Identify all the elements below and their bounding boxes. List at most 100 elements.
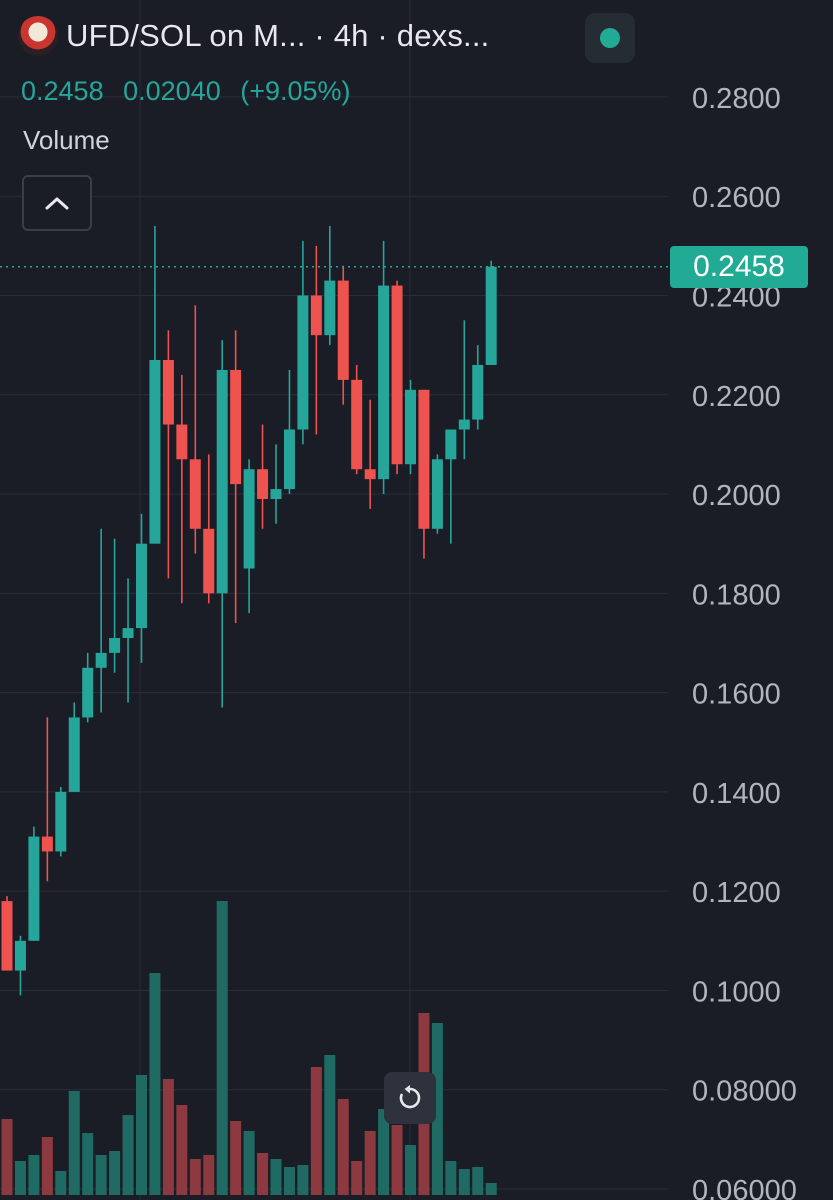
- volume-bar: [189, 1159, 201, 1195]
- reset-chart-button[interactable]: [384, 1072, 436, 1124]
- volume-indicator-label[interactable]: Volume: [23, 125, 110, 155]
- candle-body: [364, 469, 376, 480]
- candle: [203, 454, 215, 604]
- candle-body: [122, 628, 134, 638]
- candle-body: [95, 652, 107, 668]
- candle: [445, 429, 457, 544]
- candle-body: [149, 360, 161, 544]
- candle-body: [162, 360, 174, 425]
- volume-bar: [95, 1155, 107, 1195]
- volume-bars: [1, 901, 497, 1195]
- volume-bar: [472, 1167, 484, 1195]
- last-price-value: 0.2458: [21, 76, 104, 106]
- candle-body: [405, 389, 416, 465]
- candle-body: [270, 489, 282, 500]
- candle: [109, 538, 121, 673]
- candle: [41, 717, 53, 882]
- candle: [378, 240, 390, 495]
- candle-body: [1, 901, 13, 971]
- candle-body: [257, 469, 269, 500]
- price-axis-label: 0.2200: [692, 381, 781, 413]
- volume-bar: [431, 1023, 443, 1195]
- volume-bar: [203, 1155, 215, 1195]
- price-axis-label: 0.1000: [692, 976, 781, 1008]
- volume-bar: [149, 973, 161, 1195]
- volume-bar: [270, 1159, 282, 1195]
- candle: [176, 374, 188, 604]
- candle: [122, 578, 134, 703]
- candle: [136, 513, 147, 663]
- live-status-dot-icon: [600, 28, 620, 48]
- candle: [82, 652, 94, 723]
- volume-bar: [176, 1105, 188, 1195]
- candle-body: [28, 836, 40, 941]
- candle: [405, 379, 416, 475]
- chart-title[interactable]: UFD/SOL on M... · 4h · dexs...: [66, 18, 490, 53]
- candle-body: [68, 717, 80, 792]
- volume-bar: [216, 901, 228, 1195]
- candle: [230, 330, 242, 624]
- reset-rotate-icon: [399, 1085, 421, 1109]
- volume-bar: [337, 1099, 349, 1195]
- candle-body: [391, 285, 403, 465]
- candle-body: [176, 424, 188, 460]
- candle-body: [216, 369, 228, 594]
- candle: [351, 364, 363, 475]
- candle: [149, 225, 161, 544]
- candle-body: [41, 836, 53, 852]
- candle-body: [431, 459, 443, 529]
- volume-bar: [55, 1171, 67, 1195]
- candle-body: [337, 280, 349, 380]
- candle-body: [109, 637, 121, 653]
- price-axis-label: 0.2600: [692, 182, 781, 214]
- candle: [189, 305, 201, 554]
- volume-bar: [109, 1151, 121, 1195]
- candle: [55, 786, 67, 857]
- candle-body: [378, 285, 390, 480]
- candle-body: [243, 469, 255, 569]
- volume-bar: [351, 1161, 363, 1195]
- candle-body: [324, 280, 336, 336]
- token-avatar-icon[interactable]: [18, 16, 58, 56]
- candle-body: [485, 266, 497, 365]
- candle: [28, 826, 40, 941]
- candle-body: [136, 543, 147, 629]
- candle-body: [55, 791, 67, 852]
- price-axis: 0.28000.26000.24000.22000.20000.18000.16…: [692, 83, 797, 1200]
- status-button[interactable]: [585, 13, 635, 63]
- candle-body: [82, 667, 94, 718]
- candle: [485, 260, 497, 365]
- collapse-indicators-button[interactable]: [22, 175, 92, 231]
- candle: [324, 225, 336, 346]
- volume-bar: [378, 1109, 390, 1195]
- candle: [458, 320, 470, 460]
- candle-body: [472, 364, 484, 420]
- candle: [243, 459, 255, 614]
- candle: [283, 369, 295, 495]
- chevron-up-icon: [45, 197, 69, 210]
- candle-body: [351, 379, 363, 470]
- volume-bar: [310, 1067, 322, 1195]
- candle-body: [14, 940, 26, 971]
- price-axis-label: 0.08000: [692, 1076, 797, 1108]
- volume-bar: [364, 1131, 376, 1195]
- candle-body: [189, 459, 201, 529]
- price-change-percent: (+9.05%): [240, 76, 351, 106]
- volume-bar: [324, 1055, 336, 1195]
- candle: [216, 340, 228, 708]
- candle: [431, 454, 443, 534]
- chart-header: UFD/SOL on M... · 4h · dexs...: [18, 16, 489, 56]
- volume-bar: [485, 1183, 497, 1195]
- candle: [418, 389, 430, 559]
- candle: [95, 528, 107, 713]
- candle: [14, 935, 26, 996]
- grid-lines: [0, 0, 668, 1200]
- candle-body: [203, 528, 215, 594]
- candle: [364, 399, 376, 509]
- volume-bar: [122, 1115, 134, 1195]
- candles: [1, 225, 497, 996]
- volume-bar: [243, 1131, 255, 1195]
- candle-body: [418, 389, 430, 529]
- candle: [391, 280, 403, 475]
